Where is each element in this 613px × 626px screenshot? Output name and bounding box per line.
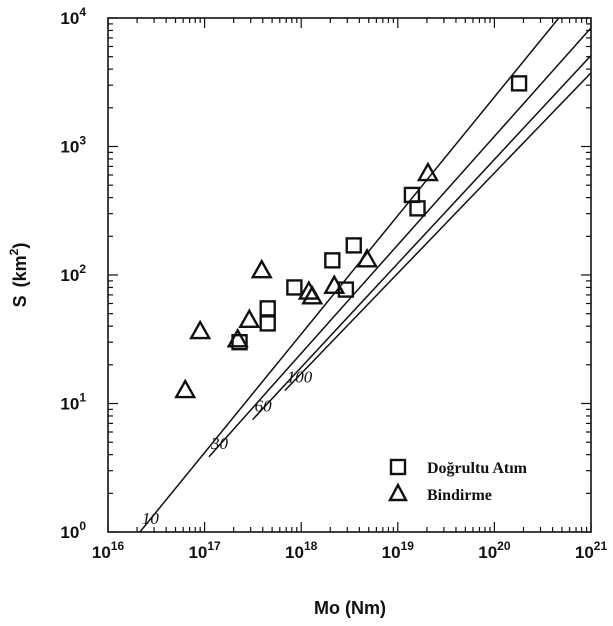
reference-line-30 <box>208 27 591 458</box>
y-tick-label-base: 10 <box>60 395 79 414</box>
thrust-marker <box>301 284 324 305</box>
y-tick-label-exponent: 3 <box>79 134 86 148</box>
x-tick-label-base: 10 <box>575 543 594 562</box>
x-tick-label-exponent: 18 <box>304 539 318 553</box>
thrust-marker <box>355 247 379 268</box>
thrust-marker <box>189 319 212 340</box>
x-tick-label-base: 10 <box>92 543 111 562</box>
y-tick-label-exponent: 1 <box>79 391 86 405</box>
thrust-marker <box>416 161 439 182</box>
x-tick-label: 1018 <box>285 539 318 562</box>
thrust-marker <box>238 308 261 329</box>
strike-slip-marker <box>409 200 426 217</box>
y-tick-label: 100 <box>60 519 86 542</box>
thrust-marker <box>174 378 197 399</box>
y-axis-label-unit: (km <box>10 255 30 287</box>
reference-line-10 <box>139 18 560 532</box>
x-tick-label-exponent: 16 <box>111 539 125 553</box>
reference-lines <box>139 18 591 532</box>
x-tick-label-exponent: 19 <box>401 539 415 553</box>
x-axis-label: Mo (Nm) <box>314 598 386 618</box>
x-tick-label: 1019 <box>382 539 415 562</box>
legend-square-marker <box>389 458 407 476</box>
x-tick-label-base: 10 <box>188 543 207 562</box>
x-tick-label-exponent: 20 <box>497 539 511 553</box>
x-tick-label: 1020 <box>478 539 511 562</box>
x-tick-label-base: 10 <box>478 543 497 562</box>
y-axis-label-close: ) <box>10 243 30 249</box>
data-markers <box>174 75 528 399</box>
legend: Doğrultu Atım Bindirme <box>388 458 528 504</box>
x-tick-label: 1021 <box>575 539 608 562</box>
thrust-marker <box>250 258 273 279</box>
strike-slip-marker <box>259 315 276 332</box>
y-axis-label-main: S <box>10 295 30 307</box>
thrust-marker <box>323 274 346 294</box>
y-tick-label: 104 <box>60 5 86 28</box>
y-tick-label-base: 10 <box>60 266 79 285</box>
svg-text:S(km2): S (km2) <box>7 243 30 308</box>
y-tick-label: 103 <box>60 134 86 157</box>
strike-slip-marker <box>259 300 276 317</box>
x-tick-label: 1016 <box>92 539 125 562</box>
strike-slip-marker <box>510 75 528 92</box>
reference-line-labels: 10 30 60 100 <box>142 368 313 528</box>
strike-slip-marker <box>403 186 421 204</box>
x-tick-label-base: 10 <box>285 543 304 562</box>
reference-line-label: 10 <box>142 509 160 528</box>
strike-slip-marker <box>324 252 341 269</box>
y-tick-label-exponent: 4 <box>79 5 86 19</box>
y-tick-label-exponent: 0 <box>79 519 86 533</box>
x-tick-label-base: 10 <box>382 543 401 562</box>
y-tick-label: 101 <box>60 391 86 414</box>
y-tick-label-base: 10 <box>60 138 79 157</box>
legend-label-thrust: Bindirme <box>427 487 492 504</box>
y-tick-label-base: 10 <box>60 9 79 28</box>
y-axis-label: S (km2) <box>7 243 30 308</box>
y-tick-label: 102 <box>60 262 86 285</box>
reference-line-label: 60 <box>255 397 272 416</box>
strike-slip-marker <box>345 237 362 254</box>
reference-line-60 <box>252 54 591 421</box>
reference-line-100 <box>284 72 591 392</box>
strike-slip-marker <box>286 279 303 296</box>
legend-triangle-marker <box>388 482 408 502</box>
axis-ticks <box>107 17 592 533</box>
y-tick-label-exponent: 2 <box>79 262 86 276</box>
reference-line-label: 30 <box>210 434 229 453</box>
strike-slip-marker <box>337 281 355 298</box>
reference-line-label: 100 <box>287 368 313 387</box>
x-tick-label-exponent: 21 <box>594 539 608 553</box>
legend-label-strike-slip: Doğrultu Atım <box>427 460 528 477</box>
y-axis-label-sup: 2 <box>7 248 21 255</box>
x-tick-label: 1017 <box>188 539 221 562</box>
y-tick-label-base: 10 <box>60 523 79 542</box>
thrust-marker <box>226 327 249 348</box>
x-tick-label-exponent: 17 <box>207 539 221 553</box>
